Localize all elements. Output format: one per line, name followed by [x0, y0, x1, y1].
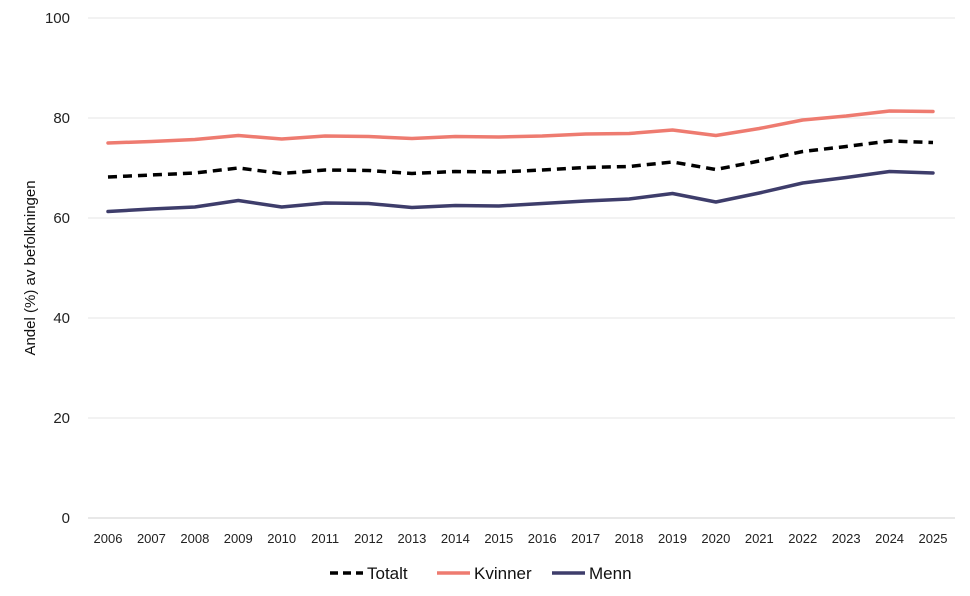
series-line-totalt: [107, 139, 934, 179]
series-lines: [106, 109, 935, 214]
y-tick-label: 40: [53, 310, 70, 327]
x-tick-label: 2017: [571, 531, 600, 546]
x-tick-label: 2020: [701, 531, 730, 546]
x-tick-label: 2014: [441, 531, 470, 546]
y-axis-tick-labels: 0 20 40 60 80 100: [45, 10, 70, 527]
x-tick-label: 2007: [137, 531, 166, 546]
series-line-kvinner: [106, 109, 935, 145]
x-tick-label: 2006: [94, 531, 123, 546]
x-tick-label: 2008: [180, 531, 209, 546]
x-tick-label: 2015: [484, 531, 513, 546]
gridlines: [88, 17, 955, 519]
x-tick-label: 2025: [919, 531, 948, 546]
x-tick-label: 2010: [267, 531, 296, 546]
x-tick-label: 2019: [658, 531, 687, 546]
x-tick-label: 2022: [788, 531, 817, 546]
y-tick-label: 80: [53, 110, 70, 127]
x-tick-label: 2009: [224, 531, 253, 546]
y-tick-label: 60: [53, 210, 70, 227]
series-line-menn: [106, 169, 935, 214]
legend-label-kvinner: Kvinner: [474, 564, 532, 583]
y-tick-label: 0: [62, 510, 70, 527]
x-tick-label: 2012: [354, 531, 383, 546]
legend-label-menn: Menn: [589, 564, 632, 583]
x-tick-label: 2018: [615, 531, 644, 546]
x-tick-label: 2023: [832, 531, 861, 546]
x-tick-label: 2021: [745, 531, 774, 546]
y-tick-label: 20: [53, 410, 70, 427]
legend: Totalt Kvinner Menn: [330, 564, 632, 583]
x-tick-label: 2011: [311, 531, 339, 546]
y-tick-label: 100: [45, 10, 70, 27]
y-axis-label: Andel (%) av befolkningen: [22, 180, 39, 355]
x-tick-label: 2024: [875, 531, 904, 546]
legend-label-totalt: Totalt: [367, 564, 408, 583]
x-tick-label: 2013: [397, 531, 426, 546]
x-axis-tick-labels: 2006 2007 2008 2009 2010 2011 2012 2013 2014 2015…: [94, 531, 948, 546]
x-tick-label: 2016: [528, 531, 557, 546]
